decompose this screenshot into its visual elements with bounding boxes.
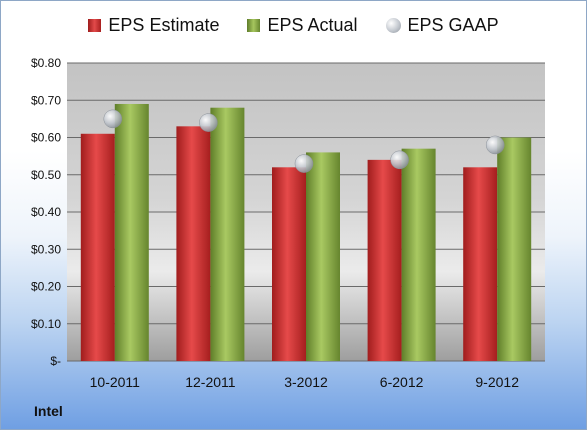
legend-label-estimate: EPS Estimate (108, 15, 220, 35)
gaap-points (103, 109, 505, 173)
point-eps-gaap (390, 150, 409, 170)
bar-eps-actual (114, 103, 149, 361)
y-tick-label: $0.30 (31, 242, 61, 256)
x-category-label: 6-2012 (380, 374, 424, 390)
bar-eps-estimate (80, 133, 115, 361)
legend-swatch-estimate (88, 19, 102, 32)
company-label: Intel (34, 403, 63, 419)
x-axis-categories: 10-2011 12-2011 3-2012 6-2012 9-2012 (90, 374, 520, 390)
bar-eps-actual (210, 107, 245, 361)
x-category-label: 12-2011 (185, 374, 236, 390)
point-eps-gaap (294, 154, 314, 173)
legend-swatch-actual (247, 19, 261, 32)
x-category-label: 3-2012 (284, 374, 328, 390)
x-category-label: 10-2011 (90, 374, 141, 390)
legend-item-gaap: EPS GAAP (385, 15, 499, 36)
bar-eps-estimate (463, 167, 498, 361)
bar-eps-actual (401, 148, 436, 361)
y-axis-ticks: $- $0.10 $0.20 $0.30 $0.40 $0.50 $0.60 $0.70 $0.… (31, 56, 61, 368)
bar-eps-estimate (176, 126, 211, 361)
y-tick-label: $0.50 (31, 168, 61, 182)
legend-item-actual: EPS Actual (247, 15, 358, 36)
y-tick-label: $0.70 (31, 93, 61, 107)
legend-item-estimate: EPS Estimate (88, 15, 219, 36)
bars (80, 103, 532, 361)
bar-eps-actual (497, 137, 532, 361)
y-tick-label: $0.10 (31, 317, 61, 331)
legend: EPS Estimate EPS Actual EPS GAAP (1, 15, 586, 36)
point-eps-gaap (103, 109, 123, 129)
y-tick-label: $0.20 (31, 280, 61, 294)
legend-label-gaap: EPS GAAP (407, 15, 499, 35)
y-tick-label: $0.80 (31, 56, 61, 70)
y-tick-label: $0.60 (31, 131, 61, 145)
x-category-label: 9-2012 (475, 374, 519, 390)
y-tick-label: $- (50, 354, 61, 368)
legend-label-actual: EPS Actual (267, 15, 358, 35)
point-eps-gaap (485, 135, 505, 155)
bar-eps-estimate (272, 167, 306, 361)
bar-eps-actual (306, 152, 340, 361)
point-eps-gaap (199, 113, 218, 132)
bar-eps-estimate (367, 159, 402, 361)
legend-swatch-gaap (385, 18, 401, 33)
y-tick-label: $0.40 (31, 205, 61, 219)
